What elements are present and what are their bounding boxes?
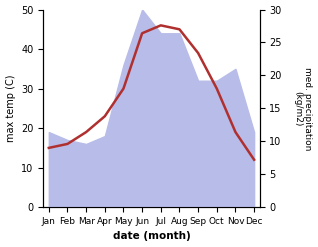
Y-axis label: max temp (C): max temp (C) bbox=[5, 75, 16, 142]
X-axis label: date (month): date (month) bbox=[113, 231, 190, 242]
Y-axis label: med. precipitation
(kg/m2): med. precipitation (kg/m2) bbox=[293, 67, 313, 150]
